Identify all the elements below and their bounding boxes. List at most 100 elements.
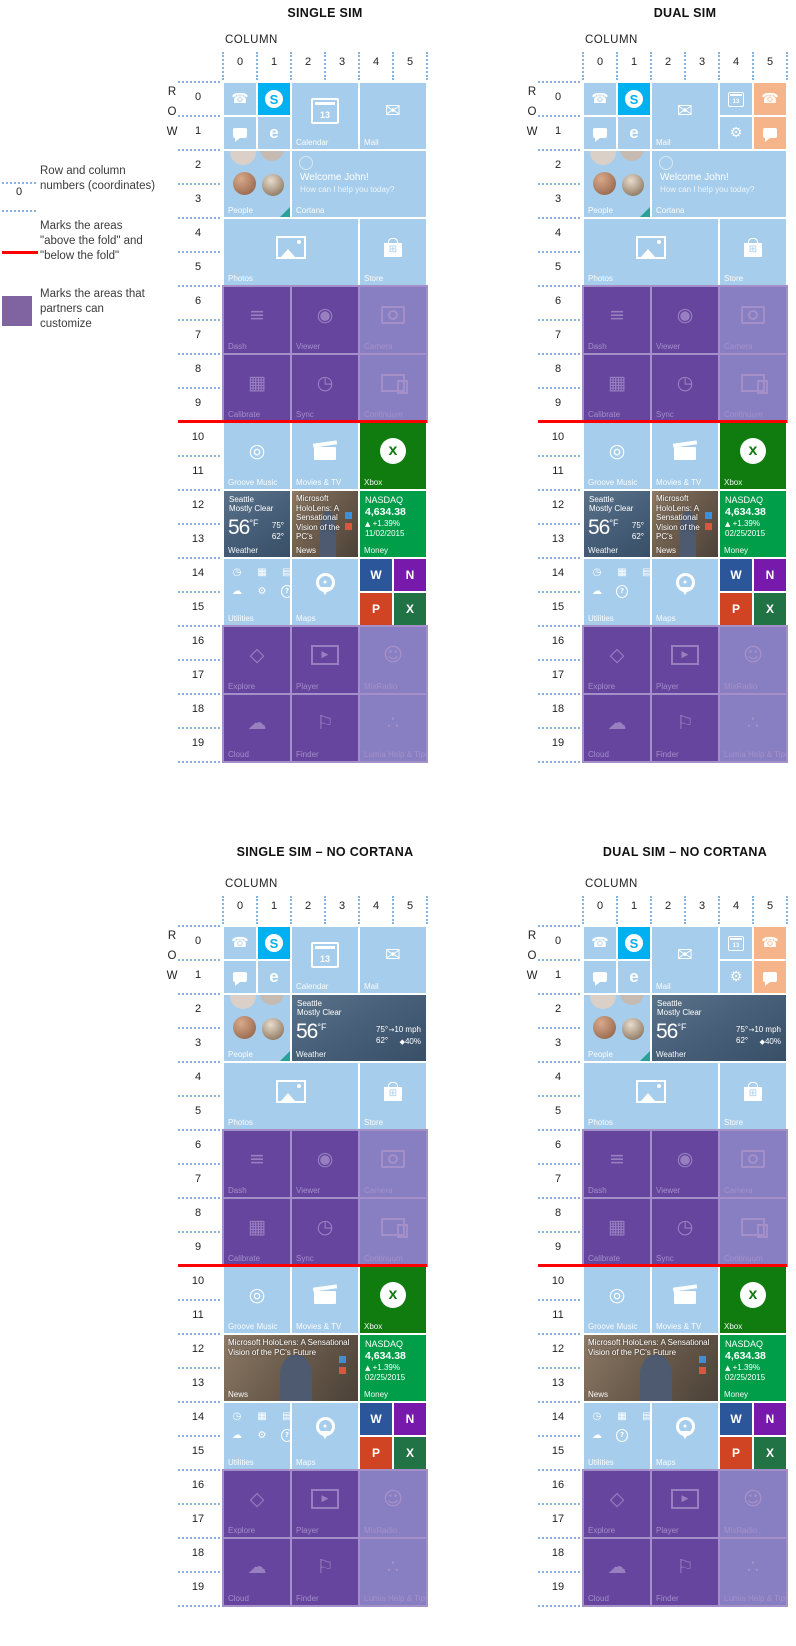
tile-onenote[interactable]: N	[394, 1403, 426, 1435]
tile-movies-tv[interactable]: Movies & TV	[652, 1267, 718, 1333]
tile-messaging[interactable]	[584, 961, 616, 993]
tile-skype[interactable]: S	[258, 83, 290, 115]
tile-utilities[interactable]: ◷ ▦ ▤ ☁? Utilities	[584, 1403, 650, 1469]
tile-phone[interactable]: ☎	[224, 83, 256, 115]
tile-money[interactable]: NASDAQ 4,634.38 ▲ +1.39% 02/25/2015 Money	[720, 491, 786, 557]
tile-mail[interactable]: ✉ Mail	[360, 83, 426, 149]
tile-photos[interactable]: Photos	[584, 219, 718, 285]
tile-store[interactable]: ⊞ Store	[720, 1063, 786, 1129]
tile-messaging-sim2[interactable]	[754, 961, 786, 993]
tile-money[interactable]: NASDAQ 4,634.38 ▲ +1.39% 11/02/2015 Money	[360, 491, 426, 557]
tile-maps[interactable]: Maps	[292, 1403, 358, 1469]
wind-icon: →	[388, 1026, 395, 1034]
tile-powerpoint[interactable]: P	[360, 593, 392, 625]
tile-photos[interactable]: Photos	[584, 1063, 718, 1129]
tile-maps[interactable]: Maps	[292, 559, 358, 625]
tile-settings[interactable]: ⚙	[720, 117, 752, 149]
tile-store[interactable]: ⊞ Store	[720, 219, 786, 285]
tile-settings[interactable]: ⚙	[720, 961, 752, 993]
tile-edge[interactable]: e	[618, 961, 650, 993]
tile-news[interactable]: Microsoft HoloLens: A Sensational Vision…	[584, 1335, 718, 1401]
groove-icon: ◎	[248, 439, 266, 462]
tile-xbox[interactable]: x Xbox	[720, 1267, 786, 1333]
tile-store[interactable]: ⊞ Store	[360, 219, 426, 285]
tile-maps[interactable]: Maps	[652, 559, 718, 625]
tile-people[interactable]: People	[224, 151, 290, 217]
tile-word[interactable]: W	[360, 559, 392, 591]
tile-edge[interactable]: e	[258, 117, 290, 149]
tile-people[interactable]: People	[584, 151, 650, 217]
tile-skype[interactable]: S	[618, 83, 650, 115]
column-number: 1	[630, 56, 638, 68]
tile-xbox[interactable]: x Xbox	[360, 1267, 426, 1333]
tile-news[interactable]: Microsoft HoloLens: A Sensational Vision…	[652, 491, 718, 557]
tile-messaging[interactable]	[224, 961, 256, 993]
tile-skype[interactable]: S	[258, 927, 290, 959]
tile-store[interactable]: ⊞ Store	[360, 1063, 426, 1129]
tile-photos[interactable]: Photos	[224, 1063, 358, 1129]
tile-mail[interactable]: ✉ Mail	[652, 83, 718, 149]
tile-calendar-small[interactable]: 13	[720, 927, 752, 959]
tile-movies-tv[interactable]: Movies & TV	[292, 423, 358, 489]
tile-phone[interactable]: ☎	[224, 927, 256, 959]
tile-maps[interactable]: Maps	[652, 1403, 718, 1469]
tile-movies-tv[interactable]: Movies & TV	[652, 423, 718, 489]
tile-people[interactable]: People	[584, 995, 650, 1061]
tile-edge[interactable]: e	[618, 117, 650, 149]
tile-weather[interactable]: Seattle Mostly Clear 56°F 75° 62° Weather	[224, 491, 290, 557]
tile-calendar[interactable]: 13 Calendar	[292, 927, 358, 993]
tile-news[interactable]: Microsoft HoloLens: A Sensational Vision…	[292, 491, 358, 557]
tile-cortana[interactable]: Welcome John! How can I help you today? Co…	[652, 151, 786, 217]
tile-onenote[interactable]: N	[394, 559, 426, 591]
tile-onenote[interactable]: N	[754, 559, 786, 591]
tile-word[interactable]: W	[720, 1403, 752, 1435]
tile-phone[interactable]: ☎	[584, 927, 616, 959]
tile-excel[interactable]: X	[394, 1437, 426, 1469]
tile-word[interactable]: W	[720, 559, 752, 591]
tile-skype[interactable]: S	[618, 927, 650, 959]
tile-onenote[interactable]: N	[754, 1403, 786, 1435]
tile-excel[interactable]: X	[754, 593, 786, 625]
tile-powerpoint[interactable]: P	[360, 1437, 392, 1469]
tile-movies-tv[interactable]: Movies & TV	[292, 1267, 358, 1333]
tile-groove-music[interactable]: ◎ Groove Music	[584, 423, 650, 489]
tile-excel[interactable]: X	[754, 1437, 786, 1469]
tile-calendar-small[interactable]: 13	[720, 83, 752, 115]
tile-utilities[interactable]: ◷ ▦ ▤ ☁ ⚙? Utilities	[224, 559, 290, 625]
tile-messaging[interactable]	[584, 117, 616, 149]
news-photo-detail	[345, 512, 353, 520]
stock-index-name: NASDAQ	[365, 495, 404, 505]
tile-xbox[interactable]: x Xbox	[720, 423, 786, 489]
tile-mail[interactable]: ✉ Mail	[360, 927, 426, 993]
tile-edge[interactable]: e	[258, 961, 290, 993]
tile-utilities[interactable]: ◷ ▦ ▤ ☁? Utilities	[584, 559, 650, 625]
tile-cortana[interactable]: Welcome John! How can I help you today? Co…	[292, 151, 426, 217]
tile-phone-sim2[interactable]: ☎	[754, 927, 786, 959]
tile-messaging-sim2[interactable]	[754, 117, 786, 149]
tile-groove-music[interactable]: ◎ Groove Music	[224, 1267, 290, 1333]
tile-calendar[interactable]: 13 Calendar	[292, 83, 358, 149]
tile-powerpoint[interactable]: P	[720, 593, 752, 625]
tile-weather[interactable]: Seattle Mostly Clear 56°F 75° 62° Weather	[584, 491, 650, 557]
column-grid-line	[752, 896, 754, 924]
tile-excel[interactable]: X	[394, 593, 426, 625]
tile-mail[interactable]: ✉ Mail	[652, 927, 718, 993]
tile-money[interactable]: NASDAQ 4,634.38 ▲ +1.39% 02/25/2015 Money	[360, 1335, 426, 1401]
tile-messaging[interactable]	[224, 117, 256, 149]
tile-money[interactable]: NASDAQ 4,634.38 ▲ +1.39% 02/25/2015 Money	[720, 1335, 786, 1401]
tile-weather[interactable]: Seattle Mostly Clear 56°F 75° 62° →10 mph ◆40%…	[292, 995, 426, 1061]
tile-groove-music[interactable]: ◎ Groove Music	[224, 423, 290, 489]
stock-index-value: 4,634.38	[365, 1350, 406, 1362]
tile-powerpoint[interactable]: P	[720, 1437, 752, 1469]
tile-phone-sim2[interactable]: ☎	[754, 83, 786, 115]
tile-xbox[interactable]: x Xbox	[360, 423, 426, 489]
tile-weather[interactable]: Seattle Mostly Clear 56°F 75° 62° →10 mph ◆40%…	[652, 995, 786, 1061]
tile-people[interactable]: People	[224, 995, 290, 1061]
tile-utilities[interactable]: ◷ ▦ ▤ ☁ ⚙? Utilities	[224, 1403, 290, 1469]
tile-phone[interactable]: ☎	[584, 83, 616, 115]
tile-groove-music[interactable]: ◎ Groove Music	[584, 1267, 650, 1333]
tile-photos[interactable]: Photos	[224, 219, 358, 285]
tile-word[interactable]: W	[360, 1403, 392, 1435]
tile-news[interactable]: Microsoft HoloLens: A Sensational Vision…	[224, 1335, 358, 1401]
stock-change-value: +1.39%	[372, 519, 400, 528]
